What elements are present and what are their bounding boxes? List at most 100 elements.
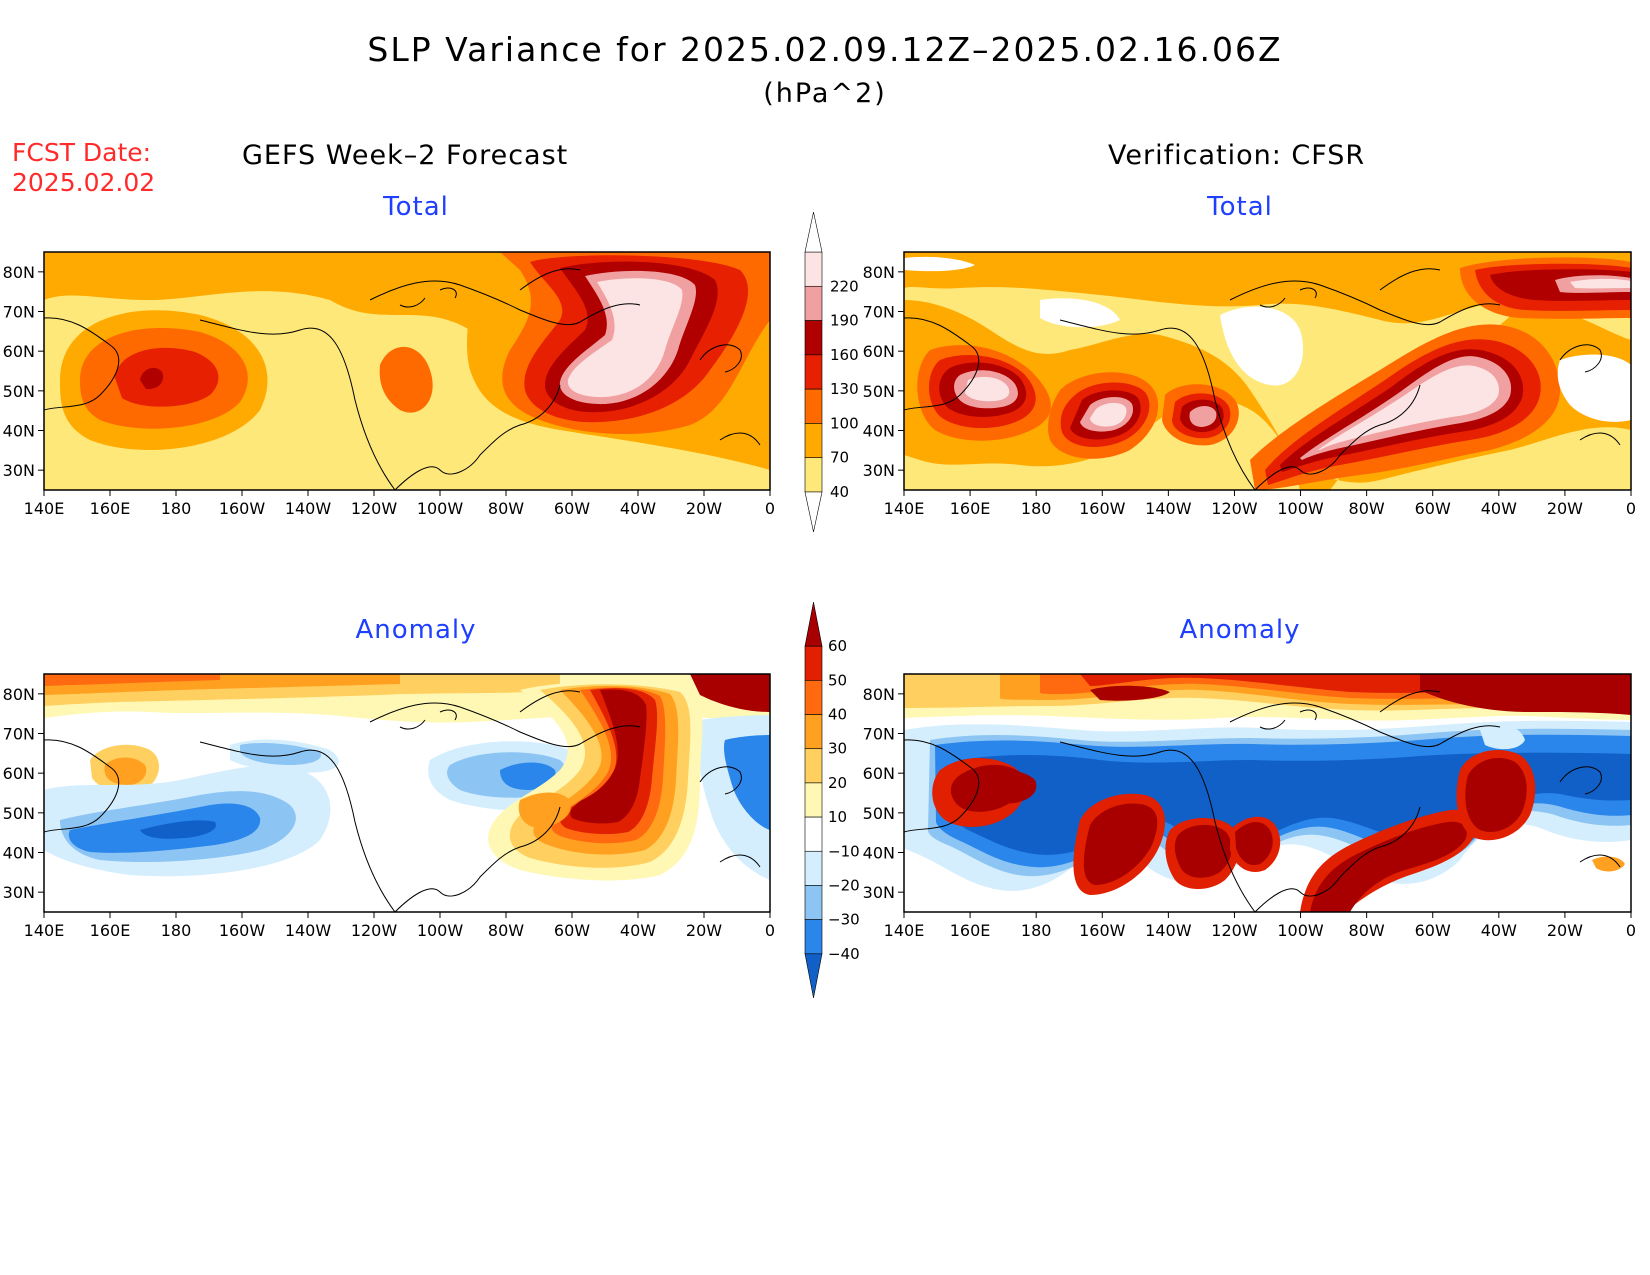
lon-tick-label: 60W [554, 921, 590, 940]
lon-tick-label: 160E [950, 921, 991, 940]
gefs-total-map [44, 252, 770, 490]
colorbar-swatch [804, 645, 823, 681]
field-contour [904, 256, 975, 272]
colorbar-swatch [804, 885, 823, 920]
field-contour [44, 674, 220, 686]
coastlines [904, 690, 1621, 912]
lon-tick-label: 0 [1626, 499, 1636, 518]
cfsr-anomaly-map [904, 674, 1631, 912]
lat-tick-label: 60N [3, 764, 35, 783]
lon-tick-label: 20W [686, 499, 722, 518]
coastlines [44, 690, 761, 912]
cfsr-anomaly-frame [903, 673, 1632, 913]
lon-tick-label: 80W [1349, 499, 1385, 518]
lon-tick-label: 100W [1277, 921, 1324, 940]
lon-tick-label: 160W [219, 921, 266, 940]
lon-tick-label: 0 [1626, 921, 1636, 940]
lat-tick-label: 40N [863, 844, 895, 863]
lon-tick-label: 0 [765, 499, 775, 518]
cfsr-total-map [904, 252, 1631, 490]
lon-tick-label: 160W [1079, 499, 1126, 518]
colorbar-label: 10 [828, 808, 847, 826]
figure-title: SLP Variance for 2025.02.09.12Z–2025.02.… [367, 30, 1283, 69]
colorbar-label: −40 [828, 945, 860, 963]
field-contour [500, 762, 556, 790]
colorbar-arrow-bottom [804, 491, 823, 533]
field-contour [1090, 685, 1170, 701]
lat-tick-label: 60N [863, 342, 895, 361]
lat-tick-label: 50N [3, 382, 35, 401]
lon-tick-label: 140E [884, 921, 925, 940]
colorbar-swatch [804, 251, 823, 287]
lon-tick-label: 140E [24, 921, 65, 940]
lon-tick-label: 120W [1211, 921, 1258, 940]
forecast-date-block: FCST Date: 2025.02.02 [12, 138, 155, 198]
lon-tick-label: 160E [950, 499, 991, 518]
field-contour [1420, 674, 1631, 715]
lon-tick-label: 180 [1021, 921, 1052, 940]
lon-tick-label: 40W [1481, 499, 1517, 518]
colorbar-label: 100 [830, 414, 859, 432]
lat-tick-label: 50N [3, 804, 35, 823]
lat-tick-label: 50N [863, 804, 895, 823]
colorbar-swatch [804, 748, 823, 784]
field-contour [1465, 758, 1527, 832]
field-contour [140, 820, 216, 839]
lon-tick-label: 140W [285, 921, 332, 940]
lon-tick-label: 60W [1415, 499, 1451, 518]
field-contour [1592, 856, 1625, 872]
field-contour [1480, 724, 1525, 750]
lon-tick-label: 80W [1349, 921, 1385, 940]
lon-tick-label: 40W [620, 499, 656, 518]
lon-tick-label: 140W [1145, 499, 1192, 518]
lat-tick-label: 60N [3, 342, 35, 361]
lon-tick-label: 20W [1547, 499, 1583, 518]
field-contour [379, 346, 433, 413]
lat-tick-label: 80N [863, 263, 895, 282]
colorbar-swatch [804, 354, 823, 390]
lon-tick-label: 160E [90, 499, 131, 518]
lon-tick-label: 120W [1211, 499, 1258, 518]
cfsr-anomaly-subtitle: Anomaly [1179, 615, 1301, 645]
lon-tick-label: 160W [219, 499, 266, 518]
lon-tick-label: 20W [1547, 921, 1583, 940]
colorbar-swatch [804, 714, 823, 750]
field-contour [1083, 803, 1158, 885]
field-contour [1570, 278, 1631, 289]
lon-tick-label: 60W [554, 499, 590, 518]
lon-tick-label: 180 [161, 921, 192, 940]
lon-tick-label: 140E [884, 499, 925, 518]
field-contour [990, 770, 1037, 804]
field-contour [104, 757, 147, 785]
lon-tick-label: 180 [1021, 499, 1052, 518]
coastlines [44, 268, 761, 490]
gefs-anomaly-subtitle: Anomaly [355, 615, 477, 645]
lon-tick-label: 160W [1079, 921, 1126, 940]
axis-labels: 80N 70N 60N 50N 40N 30N 140E 160E 180 160W 140W 120… [3, 263, 1636, 940]
field-contour [1189, 406, 1217, 427]
colorbar-label: −30 [828, 911, 860, 929]
field-contour [904, 252, 1631, 324]
lon-tick-label: 140E [24, 499, 65, 518]
field-contour [567, 278, 683, 398]
field-contour [115, 347, 219, 407]
colorbar-swatch [804, 285, 823, 321]
figure-units: (hPa^2) [763, 78, 887, 109]
lon-tick-label: 80W [488, 921, 524, 940]
colorbar-label: 60 [828, 637, 847, 655]
colorbar-swatch [804, 816, 823, 852]
colorbar-label: 220 [830, 277, 859, 295]
colorbar-swatch [804, 320, 823, 356]
lat-tick-label: 30N [3, 461, 35, 480]
colorbar-swatch [804, 782, 823, 818]
gefs-total-frame [43, 251, 771, 491]
lon-tick-label: 40W [620, 921, 656, 940]
lon-tick-label: 120W [351, 921, 398, 940]
lon-tick-label: 120W [351, 499, 398, 518]
lat-tick-label: 70N [3, 725, 35, 744]
lon-tick-label: 100W [1277, 499, 1324, 518]
colorbar-swatch [804, 850, 823, 886]
field-contour [1220, 306, 1304, 386]
field-contour [1174, 824, 1232, 878]
